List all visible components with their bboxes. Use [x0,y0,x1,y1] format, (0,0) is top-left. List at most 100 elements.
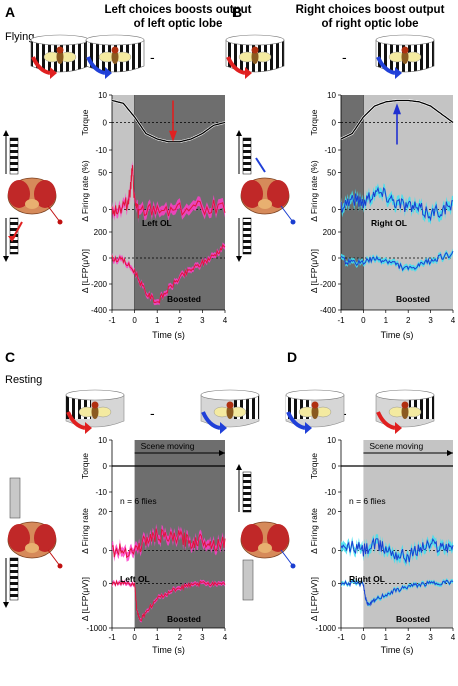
grating-arrowhead [236,256,242,262]
panel-letter-c: C [5,349,15,365]
y-tick-label: -400 [91,306,108,315]
n-flies-label: n = 6 flies [349,496,386,506]
scene-moving-label: Scene moving [369,441,423,451]
grating-arrowhead [3,256,9,262]
arena-rim [225,34,285,46]
fly-head [401,401,409,409]
optic-lobe-label: Left OL [142,218,172,228]
y-tick-label: -1000 [316,624,337,633]
y-axis-label: Δ [LFP(μV)] [309,577,319,621]
fly-body [111,50,119,64]
boost-arrowhead [393,103,401,115]
stimulus-grating [236,464,252,513]
arena-illustration [225,34,285,79]
electrode-tip [57,219,63,225]
x-axis-label: Time (s) [381,645,414,655]
x-tick-label: 2 [406,633,411,642]
y-tick-label: -200 [320,280,337,289]
boost-arrowhead [169,130,178,142]
y-axis-label: Torque [80,453,90,479]
x-tick-label: -1 [337,633,345,642]
arena-arrowhead [220,422,227,434]
y-tick-label: 0 [103,462,108,471]
x-tick-label: 1 [155,316,160,325]
compound-eye-left [8,180,30,208]
fly-body [91,405,99,419]
y-axis-label: Δ Firing rate (%) [309,160,319,222]
arena-rim [375,34,435,46]
head-mouthparts [258,199,272,209]
compound-eye-left [241,180,263,208]
fly-head [401,46,409,54]
y-tick-label: 10 [327,436,336,445]
fly-body [311,405,319,419]
x-axis-label: Time (s) [381,330,414,340]
y-tick-label: 0 [332,119,337,128]
x-tick-label: 0 [132,316,137,325]
panel-a-title-line2: of left optic lobe [134,18,223,30]
y-tick-label: 20 [98,508,107,517]
compound-eye-right [267,524,289,552]
mean-trace [340,186,453,222]
electrode-tip [290,219,296,225]
electrode-wire [47,205,61,223]
y-tick-label: 0 [332,547,337,556]
electrode-tip [57,563,63,569]
y-tick-label: -10 [95,146,107,155]
y-tick-label: -200 [91,280,108,289]
mean-trace [111,244,226,304]
fly-body [401,405,409,419]
fly-body [401,50,409,64]
panel-letter-b: B [232,4,242,20]
arena-illustration [85,34,145,79]
scene-moving-label: Scene moving [141,441,195,451]
compound-eye-right [34,524,56,552]
arena-arrowhead [85,422,92,434]
x-tick-label: 4 [223,633,228,642]
fly-turn-arrow-b [255,157,266,173]
arena-motion-arrow [86,56,106,75]
fly-head-illustration [7,521,63,569]
fly-head [91,401,99,409]
grating-bar [242,137,252,175]
compound-eye-left [8,524,30,552]
x-tick-label: 4 [223,316,228,325]
arena-motion-arrow [376,411,396,430]
arena-rim [375,389,435,401]
arena-illustration [30,34,90,79]
stimulus-grating [236,217,252,262]
arena-motion-arrow [66,411,86,430]
stimulus-grating [3,557,19,608]
y-tick-label: 20 [327,508,336,517]
grating-bar [9,137,19,175]
scene-moving-arrowhead [447,450,453,456]
minus-sign-a: - [150,49,155,65]
fly-body [251,50,259,64]
x-axis-label: Time (s) [152,645,185,655]
y-tick-label: 0 [103,119,108,128]
boosted-label: Boosted [396,614,430,624]
y-tick-label: -10 [324,146,336,155]
head-mouthparts [258,543,272,553]
y-tick-label: 10 [98,436,107,445]
grating-arrowhead [236,464,242,470]
y-axis-label: Δ Firing rate [80,508,90,554]
arena-arrowhead [395,67,402,79]
x-tick-label: 3 [200,633,205,642]
y-tick-label: 0 [103,579,108,588]
y-tick-label: 0 [332,206,337,215]
arena-illustration [285,389,345,434]
fly-head [111,46,119,54]
x-tick-label: 4 [451,633,456,642]
torque-trace [340,99,454,140]
sem-band [112,523,225,562]
head-mouthparts [25,543,39,553]
mean-trace [111,579,226,622]
x-tick-label: 2 [178,316,183,325]
boosted-label: Boosted [167,614,201,624]
arena-illustration [375,389,435,434]
mean-trace [111,528,226,559]
arena-rim [285,389,345,401]
